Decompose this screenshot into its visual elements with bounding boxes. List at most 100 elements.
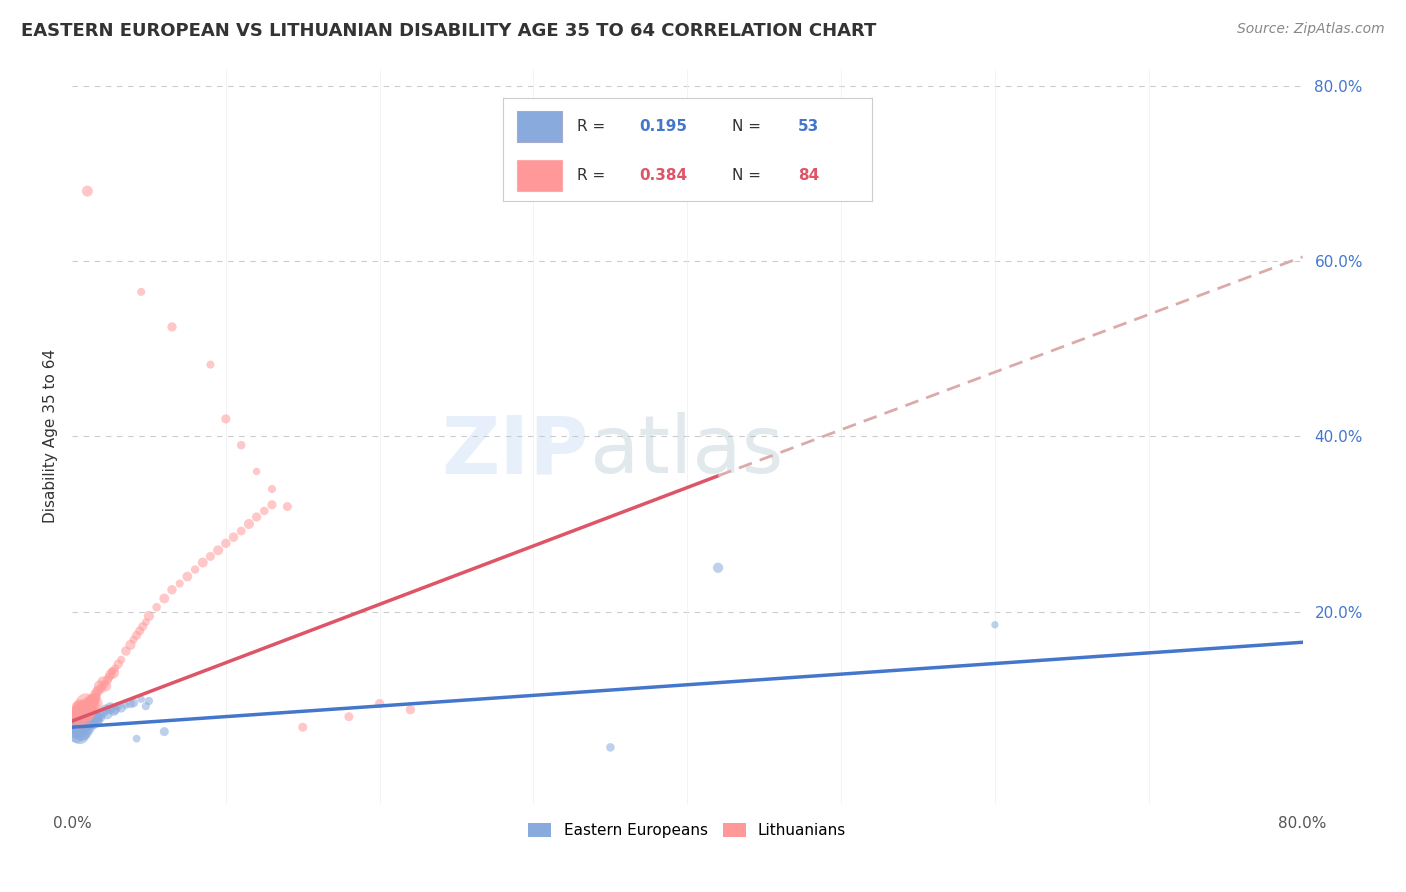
- Point: [69, 727, 91, 741]
- Point: [77, 706, 100, 720]
- Point: [76, 708, 98, 723]
- Point: [245, 510, 267, 524]
- Point: [69, 718, 91, 732]
- Point: [128, 624, 150, 638]
- Point: [90, 681, 112, 696]
- Text: atlas: atlas: [589, 412, 783, 490]
- Point: [72, 723, 94, 737]
- Point: [75, 714, 97, 728]
- Point: [260, 482, 283, 496]
- Point: [276, 500, 298, 514]
- Point: [120, 638, 142, 652]
- Point: [91, 706, 114, 720]
- Point: [76, 715, 98, 730]
- Point: [253, 504, 276, 518]
- Point: [110, 653, 132, 667]
- Point: [70, 707, 93, 722]
- Point: [76, 707, 98, 722]
- Point: [707, 561, 730, 575]
- Point: [67, 714, 90, 728]
- Point: [103, 704, 125, 718]
- Point: [94, 679, 117, 693]
- Point: [69, 699, 91, 714]
- Point: [70, 720, 93, 734]
- Point: [122, 632, 145, 647]
- Point: [200, 549, 222, 564]
- Point: [153, 591, 176, 606]
- Point: [65, 727, 87, 741]
- Point: [337, 709, 360, 723]
- Point: [93, 677, 115, 691]
- Point: [100, 701, 122, 715]
- Point: [69, 723, 91, 737]
- Point: [76, 184, 98, 198]
- Point: [84, 688, 107, 702]
- Point: [115, 698, 138, 713]
- Point: [91, 674, 114, 689]
- Point: [238, 516, 260, 531]
- Point: [69, 707, 91, 722]
- Point: [215, 412, 238, 426]
- Point: [115, 644, 138, 658]
- Point: [75, 697, 97, 711]
- Point: [77, 701, 100, 715]
- Point: [176, 569, 198, 583]
- Point: [129, 692, 152, 706]
- Point: [73, 711, 96, 725]
- Point: [207, 543, 229, 558]
- Point: [125, 731, 148, 746]
- Point: [222, 530, 245, 544]
- Point: [65, 718, 87, 732]
- Point: [96, 673, 118, 687]
- Point: [87, 683, 110, 698]
- Point: [97, 670, 120, 684]
- Point: [138, 694, 160, 708]
- Point: [138, 609, 160, 624]
- Point: [145, 600, 167, 615]
- Point: [86, 690, 108, 704]
- Point: [67, 706, 90, 720]
- Point: [215, 536, 238, 550]
- Point: [65, 706, 87, 720]
- Point: [75, 701, 97, 715]
- Point: [79, 701, 101, 715]
- Point: [231, 438, 253, 452]
- Point: [80, 708, 103, 723]
- Point: [63, 723, 86, 737]
- Point: [200, 358, 222, 372]
- Point: [76, 703, 98, 717]
- Point: [94, 703, 117, 717]
- Point: [83, 697, 105, 711]
- Point: [72, 718, 94, 732]
- Point: [69, 704, 91, 718]
- Point: [160, 320, 183, 334]
- Point: [89, 708, 111, 723]
- Point: [368, 697, 391, 711]
- Text: ZIP: ZIP: [441, 412, 589, 490]
- Point: [599, 740, 621, 755]
- Point: [72, 706, 94, 720]
- Point: [77, 711, 100, 725]
- Point: [129, 285, 152, 299]
- Point: [79, 714, 101, 728]
- Point: [184, 563, 207, 577]
- Point: [63, 709, 86, 723]
- Point: [100, 667, 122, 681]
- Point: [73, 716, 96, 731]
- Point: [231, 524, 253, 538]
- Point: [80, 712, 103, 726]
- Point: [67, 709, 90, 723]
- Y-axis label: Disability Age 35 to 64: Disability Age 35 to 64: [44, 350, 58, 524]
- Point: [67, 701, 90, 715]
- Point: [75, 705, 97, 719]
- Point: [89, 679, 111, 693]
- Point: [135, 699, 157, 714]
- Point: [73, 704, 96, 718]
- Point: [73, 699, 96, 714]
- Point: [70, 716, 93, 731]
- Point: [291, 720, 314, 734]
- Point: [120, 697, 142, 711]
- Point: [80, 694, 103, 708]
- Point: [104, 661, 127, 675]
- Text: EASTERN EUROPEAN VS LITHUANIAN DISABILITY AGE 35 TO 64 CORRELATION CHART: EASTERN EUROPEAN VS LITHUANIAN DISABILIT…: [21, 22, 876, 40]
